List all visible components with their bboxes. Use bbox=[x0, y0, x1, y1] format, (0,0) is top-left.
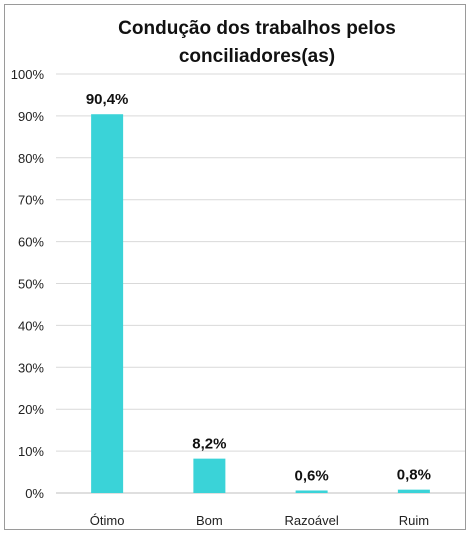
y-tick-label: 30% bbox=[18, 360, 44, 375]
x-category-label: Ruim bbox=[399, 513, 429, 528]
data-labels: 90,4% 8,2% 0,6% 0,8% bbox=[86, 91, 431, 484]
y-tick-label: 70% bbox=[18, 193, 44, 208]
gridlines bbox=[56, 73, 465, 494]
bar-2 bbox=[295, 490, 328, 493]
chart-title-line-2: conciliadores(as) bbox=[179, 46, 335, 67]
y-tick-label: 80% bbox=[18, 151, 44, 166]
y-axis-ticks: 0% 10% 20% 30% 40% 50% 60% 70% 80% 90% 100% bbox=[11, 67, 45, 501]
bars bbox=[91, 114, 430, 493]
y-tick-label: 0% bbox=[25, 486, 44, 501]
y-tick-label: 40% bbox=[18, 318, 44, 333]
data-label: 90,4% bbox=[86, 91, 129, 108]
y-tick-label: 60% bbox=[18, 235, 44, 250]
data-label: 0,6% bbox=[295, 467, 329, 484]
y-tick-label: 100% bbox=[11, 67, 45, 82]
y-tick-label: 10% bbox=[18, 444, 44, 459]
chart-title-line-1: Condução dos trabalhos pelos bbox=[118, 18, 396, 39]
data-label: 8,2% bbox=[192, 436, 226, 453]
x-axis-categories: Ótimo Bom Razoável Ruim bbox=[90, 513, 429, 528]
bar-1 bbox=[193, 458, 226, 493]
data-label: 0,8% bbox=[397, 467, 431, 484]
chart-frame bbox=[4, 4, 466, 530]
bar-3 bbox=[397, 489, 430, 493]
x-category-label: Ótimo bbox=[90, 513, 125, 528]
y-tick-label: 20% bbox=[18, 402, 44, 417]
y-tick-label: 90% bbox=[18, 109, 44, 124]
x-category-label: Razoável bbox=[285, 513, 339, 528]
bar-0 bbox=[91, 114, 124, 493]
y-tick-label: 50% bbox=[18, 277, 44, 292]
x-category-label: Bom bbox=[196, 513, 223, 528]
